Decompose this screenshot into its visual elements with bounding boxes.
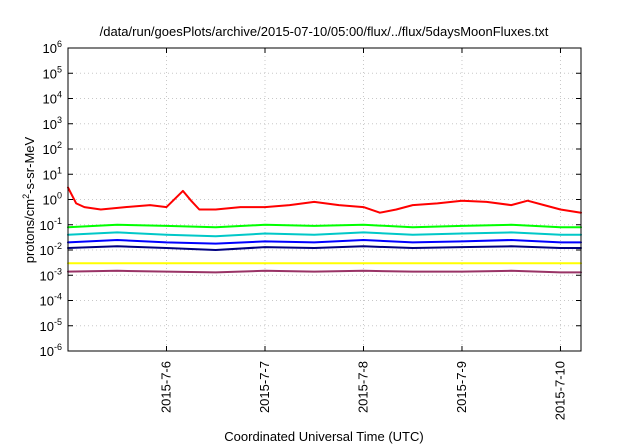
series-line (67, 223, 582, 229)
chart-title: /data/run/goesPlots/archive/2015-07-10/0… (100, 24, 549, 39)
ticks (68, 47, 581, 352)
y-tick-label: 10-2 (40, 241, 62, 258)
y-axis-label-sup: 2 (21, 194, 31, 199)
x-tick-label: 2015-7-9 (454, 361, 469, 413)
series-line (67, 245, 582, 251)
y-tick-label: 10-5 (40, 317, 62, 334)
series-line (67, 269, 582, 274)
y-axis-label-post: -s-sr-MeV (22, 136, 37, 193)
y-axis-label: protons/cm2-s-sr-MeV (21, 136, 37, 263)
series-line (67, 231, 582, 238)
y-tick-label: 10-4 (40, 292, 62, 309)
y-tick-label: 10-6 (40, 342, 62, 359)
y-tick-label: 10-3 (40, 266, 62, 283)
series-line (67, 186, 582, 214)
y-axis-label-pre: protons/cm (22, 199, 37, 263)
y-tick-label: 103 (43, 115, 62, 132)
y-tick-label: 102 (43, 140, 62, 157)
grid (68, 48, 581, 351)
y-tick-label: 101 (43, 165, 62, 182)
y-tick-label: 105 (43, 64, 62, 81)
x-axis-label: Coordinated Universal Time (UTC) (224, 429, 423, 444)
x-tick-label: 2015-7-8 (355, 361, 370, 413)
series-line (67, 239, 582, 245)
x-tick-label: 2015-7-6 (158, 361, 173, 413)
y-tick-label: 10-1 (40, 216, 62, 233)
y-tick-label: 100 (43, 191, 62, 208)
y-tick-label: 106 (43, 39, 62, 56)
x-tick-label: 2015-7-7 (257, 361, 272, 413)
x-tick-label: 2015-7-10 (552, 361, 567, 420)
y-tick-labels: 10-6 10-5 10-4 10-3 10-2 10-1 100 101 102 103 104 1… (40, 39, 62, 359)
y-tick-label: 104 (43, 90, 62, 107)
x-tick-labels: 2015-7-6 2015-7-7 2015-7-8 2015-7-9 2015-7-1… (158, 361, 567, 420)
series-group (67, 186, 582, 274)
